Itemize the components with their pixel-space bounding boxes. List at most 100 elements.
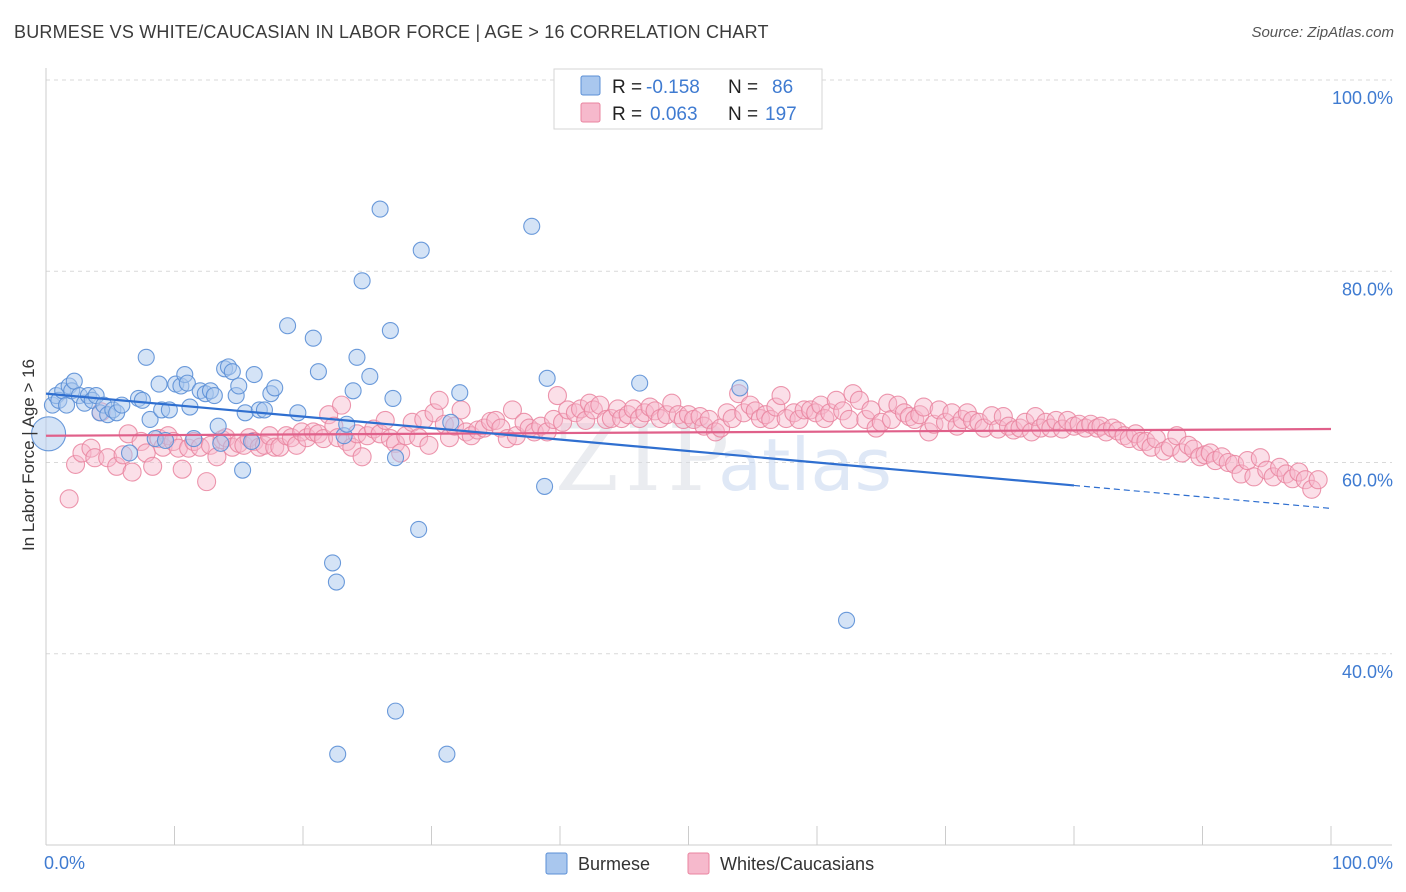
y-tick-labels: 40.0% 60.0% 80.0% 100.0% bbox=[1332, 88, 1393, 682]
white-point bbox=[914, 397, 934, 417]
legend-r-value-white: 0.063 bbox=[650, 104, 698, 125]
white-point bbox=[1010, 418, 1030, 438]
burmese-point bbox=[384, 389, 402, 407]
burmese-point bbox=[329, 745, 347, 763]
burmese-point bbox=[838, 611, 856, 629]
burmese-point bbox=[120, 444, 139, 462]
burmese-point bbox=[338, 415, 356, 433]
legend-bottom-swatch-burmese bbox=[545, 852, 568, 875]
burmese-point bbox=[451, 384, 469, 402]
burmese-point bbox=[304, 329, 322, 347]
burmese-point bbox=[344, 382, 362, 400]
white-point bbox=[866, 418, 886, 438]
burmese-trend-extension bbox=[1073, 484, 1332, 509]
legend-swatch-white bbox=[580, 102, 601, 123]
white-point bbox=[1302, 479, 1322, 499]
white-point bbox=[1025, 407, 1045, 427]
white-point bbox=[1218, 452, 1238, 473]
white-point bbox=[993, 407, 1013, 427]
burmese-point bbox=[631, 374, 649, 392]
burmese-point bbox=[442, 413, 460, 431]
white-point bbox=[143, 456, 163, 476]
white-point bbox=[172, 459, 192, 479]
white-point bbox=[717, 403, 737, 423]
legend-swatch-burmese bbox=[580, 75, 601, 96]
burmese-point bbox=[255, 401, 274, 419]
burmese-trend-line bbox=[45, 392, 1075, 487]
white-point bbox=[952, 409, 972, 430]
burmese-point bbox=[536, 477, 554, 495]
trend-lines bbox=[45, 392, 1332, 509]
white-point bbox=[1289, 462, 1309, 482]
white-point bbox=[662, 393, 682, 413]
series-legend: Burmese Whites/Caucasians bbox=[545, 852, 874, 875]
burmese-point bbox=[230, 377, 248, 395]
white-point bbox=[722, 408, 742, 429]
white-point bbox=[590, 395, 610, 415]
x-tick-label-min: 0.0% bbox=[44, 853, 85, 873]
burmese-point bbox=[538, 369, 556, 387]
white-point bbox=[618, 405, 638, 425]
white-point bbox=[1172, 443, 1192, 463]
burmese-point bbox=[205, 387, 223, 405]
burmese-point bbox=[279, 317, 297, 335]
stats-legend: R = -0.158 N = 86 R = 0.063 N = 197 bbox=[553, 68, 823, 130]
white-point bbox=[815, 408, 835, 429]
burmese-point bbox=[133, 391, 151, 409]
white-point bbox=[826, 390, 846, 410]
white-point bbox=[771, 386, 791, 406]
burmese-point bbox=[178, 374, 196, 392]
burmese-point bbox=[731, 379, 749, 397]
burmese-point bbox=[243, 432, 261, 451]
white-point bbox=[352, 447, 372, 467]
x-tick-labels: 0.0% 100.0% bbox=[44, 853, 1393, 873]
source-credit: Source: ZipAtlas.com bbox=[1251, 24, 1394, 41]
white-trend-line bbox=[45, 427, 1332, 437]
burmese-point bbox=[223, 363, 241, 381]
white-point bbox=[537, 422, 557, 442]
white-point bbox=[894, 403, 914, 423]
watermark-atlas: atlas bbox=[718, 423, 892, 507]
y-tick-label-2: 80.0% bbox=[1342, 279, 1393, 299]
white-point bbox=[888, 395, 908, 415]
burmese-point bbox=[324, 554, 342, 572]
white-point bbox=[761, 409, 781, 430]
axes bbox=[45, 68, 1392, 846]
burmese-point bbox=[156, 431, 175, 450]
burmese-point bbox=[137, 348, 155, 366]
legend-n-value-white: 197 bbox=[765, 104, 797, 125]
white-point bbox=[265, 437, 285, 457]
burmese-point bbox=[371, 200, 389, 218]
legend-r-value-burmese: -0.158 bbox=[646, 77, 700, 98]
white-point bbox=[1250, 448, 1270, 468]
x-tick-label-max: 100.0% bbox=[1332, 853, 1393, 873]
legend-n-label-white: N = bbox=[728, 104, 758, 125]
y-axis-label: In Labor Force | Age > 16 bbox=[19, 359, 38, 551]
white-point bbox=[292, 422, 312, 442]
white-point bbox=[59, 489, 79, 509]
burmese-point bbox=[361, 367, 379, 385]
burmese-point bbox=[348, 348, 366, 366]
white-point bbox=[122, 462, 142, 482]
burmese-point bbox=[381, 321, 399, 340]
burmese-point bbox=[209, 417, 227, 435]
legend-bottom-swatch-white bbox=[687, 852, 710, 875]
burmese-point bbox=[438, 745, 456, 763]
burmese-point bbox=[353, 272, 371, 290]
burmese-point bbox=[141, 410, 159, 429]
white-point bbox=[81, 438, 101, 458]
white-point bbox=[839, 409, 859, 430]
burmese-point bbox=[386, 449, 405, 467]
burmese-point bbox=[289, 404, 307, 422]
burmese-point bbox=[410, 520, 428, 538]
grid-lines bbox=[46, 79, 1392, 655]
y-tick-label-1: 60.0% bbox=[1342, 471, 1393, 491]
legend-n-label-burmese: N = bbox=[728, 77, 758, 98]
burmese-point bbox=[185, 430, 203, 448]
white-point bbox=[553, 412, 573, 432]
white-point bbox=[623, 399, 643, 419]
white-point bbox=[861, 400, 881, 420]
legend-r-label-white: R = bbox=[612, 104, 642, 125]
burmese-point bbox=[65, 372, 83, 390]
